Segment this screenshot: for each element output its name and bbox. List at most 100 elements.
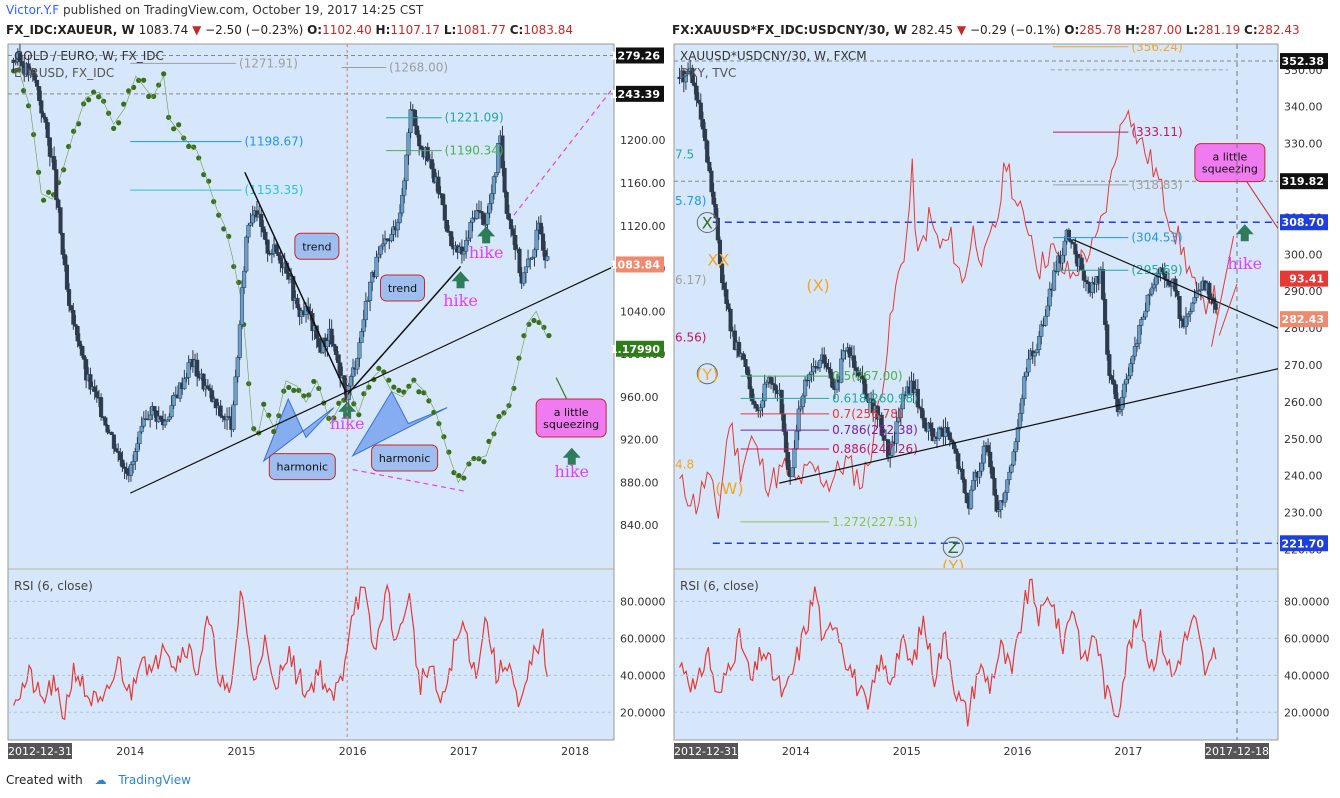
left-ytick-label: 920.00: [620, 434, 659, 447]
right-candle-body: [1124, 378, 1129, 385]
left-overlay-dot: [336, 400, 342, 406]
left-overlay-dot: [231, 263, 237, 270]
right-candle-body: [758, 407, 763, 412]
left-candle-body: [141, 418, 146, 427]
left-price-badge-label: 1243.39: [610, 88, 660, 101]
left-high: 1107.17: [390, 23, 441, 37]
left-candle-body: [534, 229, 539, 251]
right-candle-body: [1051, 270, 1057, 291]
left-xtick-label: 2017: [450, 745, 478, 758]
left-hike-label: hike: [469, 243, 504, 262]
left-close: 1083.84: [523, 23, 573, 37]
left-candle-body: [429, 159, 435, 170]
right-candle-body: [817, 359, 823, 368]
left-overlay-line: [18, 70, 548, 484]
left-candle-body: [440, 193, 445, 206]
left-candle-body: [336, 354, 341, 363]
chart-canvas[interactable]: (1271.91) (1268.00) (1221.09) (1198.67) (119…: [0, 40, 1340, 768]
left-candle-body: [32, 73, 37, 81]
right-candle-body: [992, 477, 997, 496]
left-drawn-line: [244, 172, 348, 396]
left-ytick-label: 840.00: [620, 519, 659, 532]
right-candle-body: [781, 413, 786, 432]
left-candle-body: [359, 331, 364, 343]
left-candle-body: [163, 420, 168, 426]
right-candle-body: [792, 448, 797, 469]
left-candle-body: [545, 256, 550, 261]
left-candle-body: [402, 180, 407, 196]
left-rsi-tick-label: 20.0000: [620, 706, 666, 719]
left-candle-body: [244, 236, 249, 272]
left-overlay-dot: [206, 178, 212, 184]
left-candle-body: [64, 264, 69, 290]
left-candle-body: [56, 199, 61, 208]
right-candle-body: [841, 350, 846, 360]
left-candle-body: [523, 266, 528, 274]
right-candle-body: [707, 161, 712, 172]
left-symbol[interactable]: FX_IDC:XAUEUR, W: [6, 23, 135, 37]
left-candle-body: [105, 424, 110, 433]
left-candle-body: [276, 252, 281, 256]
left-hike-arrow-icon: [562, 447, 581, 465]
left-overlay-dot: [161, 71, 167, 77]
left-candle-body: [333, 346, 338, 355]
right-left-fib-label: 6.17): [675, 273, 706, 287]
right-candle-body: [928, 422, 933, 429]
left-candle-body: [79, 345, 84, 356]
left-note-box: [268, 453, 336, 481]
tradingview-link[interactable]: TradingView: [118, 773, 191, 787]
left-candle-body: [94, 391, 99, 398]
right-candle-body: [990, 466, 995, 479]
left-overlay-dot: [186, 143, 192, 149]
right-candle-body: [790, 467, 795, 478]
left-open: 1102.40: [322, 23, 372, 37]
right-wave-label: XX: [707, 250, 729, 269]
right-candle-body: [1186, 313, 1191, 318]
left-candle-body: [526, 258, 531, 268]
left-candle-body: [124, 468, 129, 474]
author-name[interactable]: Victor.Y.F: [6, 3, 60, 17]
right-candle-body: [754, 404, 759, 409]
right-drawn-line: [1072, 239, 1278, 329]
right-candle-body: [1137, 325, 1142, 344]
right-candle-body: [1043, 315, 1048, 326]
left-candle-body: [133, 451, 138, 462]
right-rsi-tick-label: 20.0000: [1284, 706, 1330, 719]
left-overlay-dot: [291, 387, 297, 394]
left-note-box: [371, 444, 439, 472]
left-candle-body: [342, 375, 347, 386]
right-candle-body: [1015, 427, 1020, 442]
right-wave-circle: [942, 536, 964, 558]
left-rsi-line: [13, 583, 548, 721]
right-candle-body: [1086, 281, 1091, 284]
left-overlay-dot: [91, 89, 97, 95]
left-candle-body: [449, 231, 454, 247]
left-candle-body: [397, 212, 403, 223]
right-date-badge-right-label: 2017-12-18: [1205, 745, 1269, 758]
left-candle-body: [103, 417, 108, 426]
left-overlay-dot: [306, 392, 312, 398]
right-symbol[interactable]: FX:XAUUSD*FX_IDC:USDCNY/30, W: [672, 23, 908, 37]
right-candle-body: [1062, 240, 1067, 256]
left-overlay-dot: [111, 125, 117, 131]
left-candle-body: [152, 406, 157, 412]
left-candle-body: [502, 167, 507, 193]
left-overlay-dot: [391, 384, 397, 390]
right-candle-body: [822, 354, 827, 364]
right-candle-body: [1100, 269, 1106, 300]
right-fib-label: (318.83): [1131, 178, 1182, 192]
left-candle-body: [261, 226, 266, 233]
left-candle-body: [47, 137, 52, 157]
left-overlay-dot: [481, 459, 487, 465]
right-candle-body: [751, 400, 757, 405]
right-candle-body: [915, 388, 920, 408]
left-candle-body: [374, 256, 379, 278]
right-candle-body: [949, 439, 954, 443]
left-candle-body: [139, 425, 144, 433]
right-price-badge: [1280, 535, 1328, 552]
right-candle-body: [717, 239, 723, 265]
right-candle-body: [977, 470, 982, 478]
left-candle-body: [325, 340, 330, 347]
right-overlay-line: [679, 108, 1218, 519]
right-candle-body: [964, 492, 969, 504]
